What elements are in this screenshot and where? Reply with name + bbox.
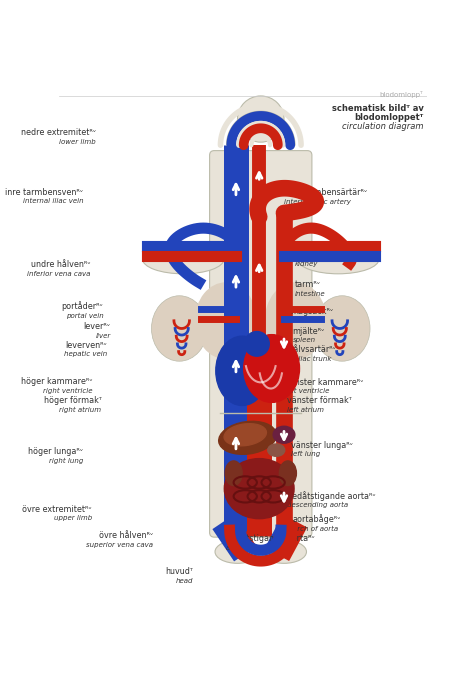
Text: höger lungaᴿᵛ: höger lungaᴿᵛ <box>28 447 83 456</box>
Text: intestine: intestine <box>294 291 325 297</box>
Text: head: head <box>176 578 193 583</box>
Text: levervenᴿᵛ: levervenᴿᵛ <box>65 341 107 350</box>
Text: right atrium: right atrium <box>59 406 101 412</box>
Text: schematisk bildᵀ av: schematisk bildᵀ av <box>332 104 423 113</box>
Ellipse shape <box>216 336 268 406</box>
Text: internal iliac vein: internal iliac vein <box>22 198 83 205</box>
Text: ascending aorta: ascending aorta <box>227 545 283 551</box>
Ellipse shape <box>264 282 327 359</box>
Text: descending aorta: descending aorta <box>287 502 348 508</box>
Ellipse shape <box>143 245 224 274</box>
Text: left ventricle: left ventricle <box>285 388 329 394</box>
Circle shape <box>237 96 284 142</box>
Ellipse shape <box>195 282 257 359</box>
Ellipse shape <box>244 334 300 402</box>
Text: stomach: stomach <box>291 317 321 324</box>
Text: spleen: spleen <box>292 337 316 343</box>
Text: kidney: kidney <box>294 261 318 267</box>
Text: aortabågeᴿᵛ: aortabågeᴿᵛ <box>292 514 341 525</box>
Text: tarmᴿᵛ: tarmᴿᵛ <box>294 280 320 289</box>
Ellipse shape <box>219 421 276 454</box>
Ellipse shape <box>279 461 296 486</box>
Text: right lung: right lung <box>49 458 83 464</box>
Text: mjälteᴿᵛ: mjälteᴿᵛ <box>292 327 325 336</box>
Ellipse shape <box>268 444 285 456</box>
Text: undre hålvenᴿᵛ: undre hålvenᴿᵛ <box>31 260 91 269</box>
Text: njureᴿᵛ: njureᴿᵛ <box>294 250 322 259</box>
Text: inålvsartärᴿᵛ: inålvsartärᴿᵛ <box>286 345 337 354</box>
Text: höger kammareᴿᵛ: höger kammareᴿᵛ <box>20 377 92 386</box>
Text: vänster förmakᵀ: vänster förmakᵀ <box>287 397 352 406</box>
Text: left lung: left lung <box>291 451 320 458</box>
Text: övre extremitetᴿᵛ: övre extremitetᴿᵛ <box>22 505 92 514</box>
Text: inferior vena cava: inferior vena cava <box>27 271 91 276</box>
Text: höger förmakᵀ: höger förmakᵀ <box>44 396 101 405</box>
Text: blodomloppetᵀ: blodomloppetᵀ <box>354 113 423 122</box>
Text: hepatic vein: hepatic vein <box>64 351 107 357</box>
Text: inre tarmbensärtärᴿᵛ: inre tarmbensärtärᴿᵛ <box>284 188 367 197</box>
Text: lower limb: lower limb <box>59 139 96 145</box>
Ellipse shape <box>224 458 294 518</box>
Text: portåderᴿᵛ: portåderᴿᵛ <box>61 302 103 311</box>
Text: circulation diagram: circulation diagram <box>342 122 423 131</box>
Text: coeliac trunk: coeliac trunk <box>286 356 332 362</box>
Text: left atrium: left atrium <box>287 407 324 413</box>
Ellipse shape <box>215 540 260 564</box>
Text: liver: liver <box>95 332 110 339</box>
Ellipse shape <box>298 245 379 274</box>
Text: uppåtstigande aortaᴿᵛ: uppåtstigande aortaᴿᵛ <box>227 534 315 544</box>
Text: nedre extremitetᴿᵛ: nedre extremitetᴿᵛ <box>21 129 96 137</box>
Ellipse shape <box>225 461 242 486</box>
Circle shape <box>245 332 269 356</box>
Ellipse shape <box>262 540 307 564</box>
Text: blodomloppᵀ: blodomloppᵀ <box>380 92 423 98</box>
Text: right ventricle: right ventricle <box>43 388 92 393</box>
Text: huvudᵀ: huvudᵀ <box>165 567 193 576</box>
Ellipse shape <box>314 295 370 361</box>
Text: leverᴿᵛ: leverᴿᵛ <box>83 322 110 331</box>
Text: upper limb: upper limb <box>54 516 92 521</box>
Text: nedåtstigande aortaᴿᵛ: nedåtstigande aortaᴿᵛ <box>287 491 376 501</box>
Text: vänster lungaᴿᵛ: vänster lungaᴿᵛ <box>291 440 353 449</box>
Ellipse shape <box>273 426 295 443</box>
Text: superior vena cava: superior vena cava <box>86 542 153 548</box>
Text: arch of aorta: arch of aorta <box>292 526 337 532</box>
Text: portal vein: portal vein <box>65 313 103 319</box>
Ellipse shape <box>224 423 266 446</box>
Text: övre hålvenᴿᵛ: övre hålvenᴿᵛ <box>99 531 153 540</box>
Text: internal iliac artery: internal iliac artery <box>284 198 351 205</box>
Text: inre tarmbensvenᴿᵛ: inre tarmbensvenᴿᵛ <box>5 188 83 197</box>
Text: vänster kammareᴿᵛ: vänster kammareᴿᵛ <box>285 378 364 386</box>
Ellipse shape <box>152 295 207 361</box>
FancyBboxPatch shape <box>210 150 312 537</box>
Text: magsäckᴿᵛ: magsäckᴿᵛ <box>291 307 334 316</box>
